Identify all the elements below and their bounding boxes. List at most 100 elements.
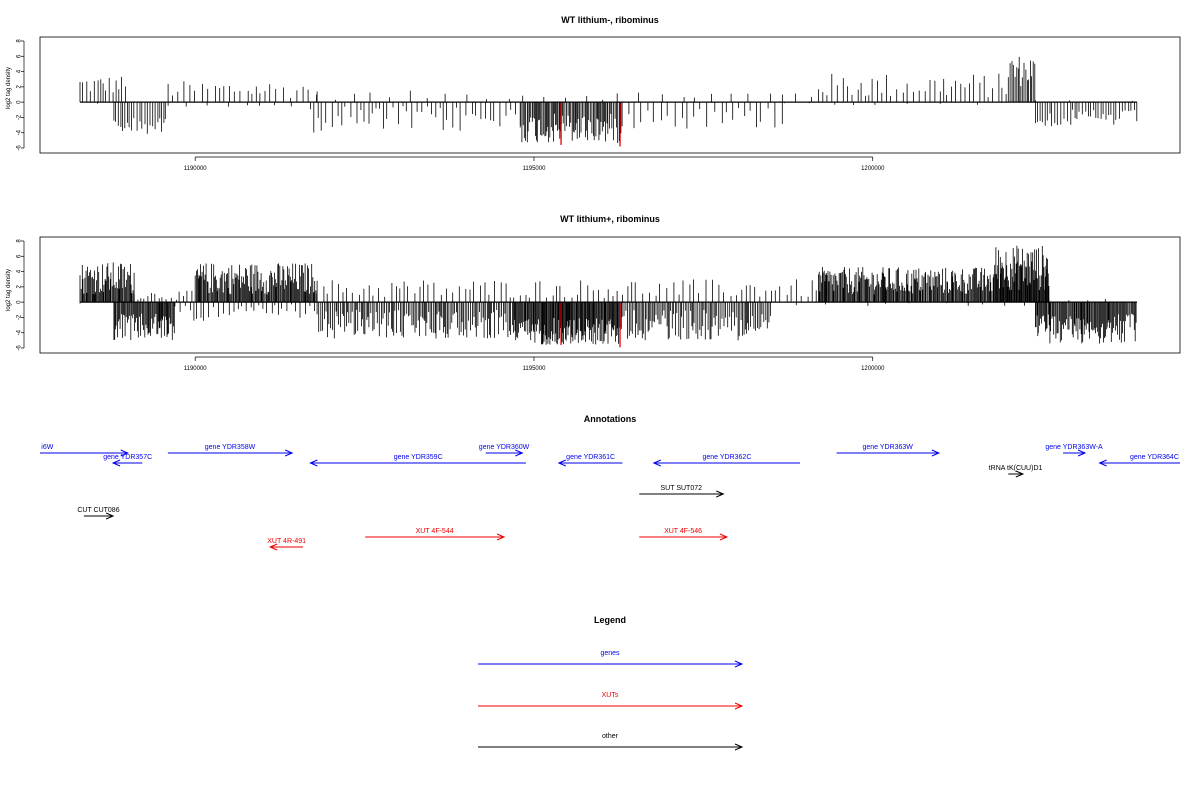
- annotation-title: Annotations: [584, 414, 637, 424]
- plot-frame: [39, 36, 1181, 154]
- feature-list: i6W gene YDR357C gene YDR358W gene YDR359C g…: [40, 444, 1180, 551]
- legend-arrowhead: [734, 702, 744, 710]
- x-tick-label: 1195000: [523, 166, 547, 172]
- feature-arrowhead: [268, 543, 278, 551]
- feature-label: XUT 4R-491: [267, 538, 306, 545]
- annotation-feature: gene YDR360W: [479, 444, 530, 457]
- feature-arrowhead: [652, 459, 662, 467]
- feature-arrowhead: [1098, 459, 1107, 467]
- y-tick-label: 0: [17, 100, 23, 104]
- annotation-feature: CUT CUT086: [77, 507, 120, 520]
- y-tick-label: 6: [17, 54, 23, 58]
- y-axis: -6 -4 -2 0 2 4 6 8: [17, 39, 25, 151]
- annotation-feature: gene YDR363W-A: [1045, 444, 1103, 457]
- feature-arrowhead: [120, 449, 129, 457]
- annotation-feature: XUT 4F-546: [639, 528, 729, 541]
- coverage-panel-lithium-minus: WT lithium-, ribominus log2 tag density …: [6, 15, 1181, 172]
- feature-arrowhead: [284, 449, 294, 457]
- y-tick-label: 4: [17, 69, 23, 73]
- feature-label: SUT SUT072: [661, 485, 703, 492]
- feature-arrowhead: [931, 449, 941, 457]
- legend-label: other: [602, 733, 619, 740]
- x-tick-label: 1195000: [523, 366, 547, 372]
- y-tick-label: -4: [17, 329, 23, 335]
- annotation-feature: XUT 4R-491: [267, 538, 306, 551]
- coverage-panel-lithium-plus: WT lithium+, ribominus log2 tag density …: [6, 214, 1181, 372]
- feature-label: gene YDR360W: [479, 444, 530, 451]
- feature-label: gene YDR357C: [103, 454, 152, 461]
- legend-title: Legend: [594, 615, 626, 625]
- y-tick-label: 4: [17, 269, 23, 273]
- feature-label: gene YDR359C: [394, 454, 443, 461]
- y-axis-label: log2 tag density: [6, 269, 12, 311]
- annotation-feature: gene YDR358W: [167, 444, 294, 457]
- y-tick-label: 6: [17, 254, 23, 258]
- legend-label: XUTs: [602, 692, 619, 699]
- y-axis: -6 -4 -2 0 2 4 6 8: [17, 239, 25, 351]
- feature-arrowhead: [1077, 449, 1087, 457]
- x-axis: 1190000 1195000 1200000: [184, 356, 885, 372]
- feature-label: CUT CUT086: [77, 507, 119, 514]
- feature-label: XUT 4F-544: [416, 528, 454, 535]
- y-tick-label: -2: [17, 114, 23, 120]
- legend-label: genes: [600, 650, 620, 657]
- x-axis: 1190000 1195000 1200000: [184, 156, 885, 172]
- feature-label: gene YDR364C: [1130, 454, 1179, 461]
- legend-items: genes XUTs other: [478, 650, 744, 751]
- feature-arrowhead: [309, 459, 318, 467]
- feature-label: gene YDR363W: [862, 444, 913, 451]
- annotation-feature: gene YDR359C: [309, 454, 526, 467]
- legend-arrowhead: [734, 743, 744, 751]
- panel-title: WT lithium-, ribominus: [561, 15, 659, 25]
- y-tick-label: -6: [17, 145, 23, 151]
- feature-label: tRNA tK(CUU)D1: [989, 465, 1043, 472]
- legend-item: other: [478, 733, 744, 751]
- feature-label: gene YDR358W: [205, 444, 256, 451]
- feature-arrowhead: [716, 490, 725, 498]
- feature-label: i6W: [41, 444, 53, 451]
- y-tick-label: 2: [17, 285, 23, 289]
- feature-label: XUT 4F-546: [664, 528, 702, 535]
- feature-arrowhead: [496, 533, 506, 541]
- x-tick-label: 1200000: [861, 366, 885, 372]
- feature-arrowhead: [111, 459, 121, 467]
- y-tick-label: 0: [17, 300, 23, 304]
- annotation-feature: XUT 4F-544: [365, 528, 506, 541]
- annotation-feature: gene YDR362C: [652, 454, 800, 467]
- legend-arrowhead: [734, 660, 744, 668]
- y-axis-label: log2 tag density: [6, 67, 12, 109]
- panel-title: WT lithium+, ribominus: [560, 214, 660, 224]
- y-tick-label: 2: [17, 85, 23, 89]
- annotation-track: Annotations i6W gene YDR357C gene YDR358W g…: [40, 414, 1180, 551]
- x-tick-label: 1200000: [861, 166, 885, 172]
- y-tick-label: 8: [17, 39, 23, 43]
- feature-arrowhead: [557, 459, 567, 467]
- feature-label: gene YDR362C: [702, 454, 751, 461]
- annotation-feature: tRNA tK(CUU)D1: [989, 465, 1043, 478]
- feature-label: gene YDR363W-A: [1045, 444, 1103, 451]
- annotation-feature: i6W: [40, 444, 129, 457]
- y-tick-label: -4: [17, 129, 23, 135]
- annotation-feature: SUT SUT072: [639, 485, 725, 498]
- annotation-feature: gene YDR364C: [1098, 454, 1180, 467]
- feature-label: gene YDR361C: [566, 454, 615, 461]
- coverage-bars: [79, 245, 1137, 348]
- legend: Legend genes XUTs other: [478, 615, 744, 751]
- y-tick-label: -6: [17, 345, 23, 351]
- y-tick-label: -2: [17, 314, 23, 320]
- legend-item: genes: [478, 650, 744, 668]
- x-tick-label: 1190000: [184, 166, 208, 172]
- annotation-feature: gene YDR357C: [103, 454, 152, 467]
- feature-arrowhead: [719, 533, 729, 541]
- feature-arrowhead: [105, 512, 115, 520]
- feature-arrowhead: [515, 449, 524, 457]
- feature-arrowhead: [1015, 470, 1025, 478]
- x-tick-label: 1190000: [184, 366, 208, 372]
- y-tick-label: 8: [17, 239, 23, 243]
- legend-item: XUTs: [478, 692, 744, 710]
- annotation-feature: gene YDR361C: [557, 454, 623, 467]
- plot-frame: [39, 236, 1181, 354]
- coverage-bars: [79, 56, 1138, 147]
- annotation-feature: gene YDR363W: [836, 444, 941, 457]
